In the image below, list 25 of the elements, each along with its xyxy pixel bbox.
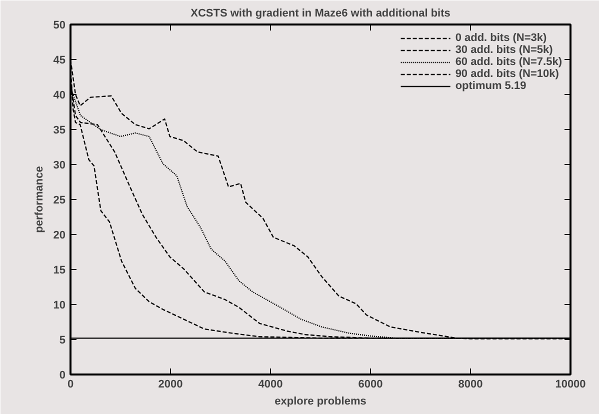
- y-tick-label: 10: [53, 300, 66, 312]
- x-axis-title: explore problems: [274, 396, 366, 408]
- x-tick-label: 8000: [458, 378, 483, 390]
- x-tick-label: 4000: [258, 378, 283, 390]
- legend-label: 30 add. bits (N=5k): [455, 44, 553, 56]
- chart-title: XCSTS with gradient in Maze6 with additional bits: [190, 8, 450, 20]
- y-tick-label: 25: [53, 194, 66, 206]
- y-tick-label: 15: [53, 264, 66, 276]
- legend-label: 90 add. bits (N=10k): [455, 68, 559, 80]
- x-tick-label: 0: [67, 378, 74, 390]
- y-tick-label: 5: [59, 334, 66, 346]
- y-axis-title: performance: [33, 166, 46, 233]
- legend-label: 60 add. bits (N=7.5k): [455, 56, 562, 68]
- y-tick-label: 20: [53, 230, 66, 242]
- x-tick-label: 10000: [555, 378, 586, 390]
- y-tick-label: 0: [59, 370, 66, 382]
- x-tick-label: 2000: [158, 378, 183, 390]
- legend-label: 0 add. bits (N=3k): [455, 32, 547, 44]
- y-tick-label: 45: [53, 54, 66, 66]
- legend-label: optimum 5.19: [455, 80, 526, 92]
- x-tick-label: 6000: [358, 378, 383, 390]
- y-tick-label: 30: [53, 160, 66, 172]
- y-tick-label: 50: [53, 20, 66, 32]
- y-tick-label: 40: [53, 90, 66, 102]
- y-tick-label: 35: [53, 124, 66, 136]
